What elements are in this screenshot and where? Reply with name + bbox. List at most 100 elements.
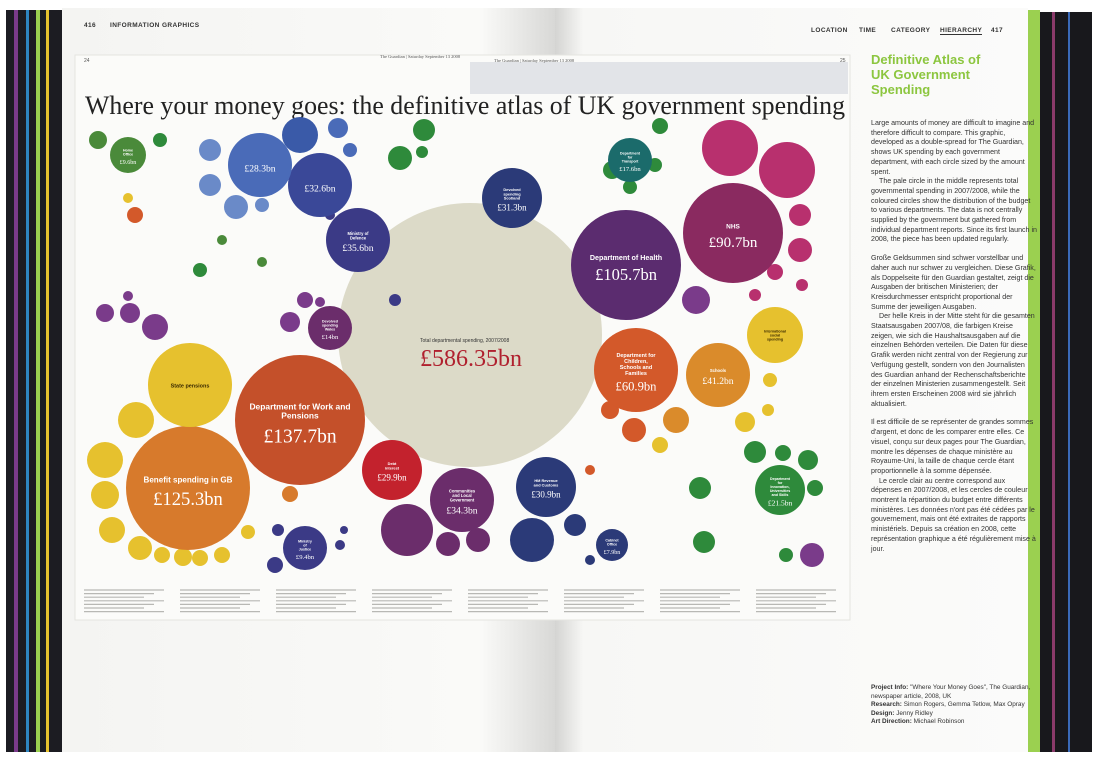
minor-circle xyxy=(800,543,824,567)
department-circle xyxy=(235,355,365,485)
minor-circle xyxy=(749,289,761,301)
minor-circle xyxy=(241,525,255,539)
total-circle xyxy=(338,203,602,467)
department-name: Devolved spending Wales xyxy=(322,319,338,331)
department-amount: £9.6bn xyxy=(120,160,137,166)
department-amount: £7.9bn xyxy=(604,550,621,556)
minor-circle xyxy=(328,118,348,138)
department-name: Communities and Local Government xyxy=(449,488,476,502)
minor-circle xyxy=(89,131,107,149)
minor-circle xyxy=(652,118,668,134)
department-circle xyxy=(482,168,542,228)
section-name: INFORMATION GRAPHICS xyxy=(110,22,200,29)
department-circle xyxy=(288,153,352,217)
minor-circle xyxy=(96,304,114,322)
minor-circle xyxy=(217,235,227,245)
department-circle xyxy=(516,457,576,517)
department-amount: £60.9bn xyxy=(616,380,658,394)
department-circle xyxy=(571,210,681,320)
minor-circle xyxy=(142,314,168,340)
department-circles: Department for Work and Pensions £137.7bn B… xyxy=(110,133,805,570)
sidebar-title: Definitive Atlas of UK Government Spendi… xyxy=(871,52,981,97)
department-amount: £32.6bn xyxy=(304,184,335,195)
credit-label: Project Info: xyxy=(871,684,909,691)
minor-circle xyxy=(282,486,298,502)
credit: Design: Jenny Ridley xyxy=(871,710,1037,719)
minor-circle xyxy=(118,402,154,438)
minor-circle xyxy=(389,294,401,306)
minor-circle xyxy=(436,532,460,556)
paragraph: Il est difficile de se représenter de gr… xyxy=(871,418,1034,475)
nav-item: LOCATION xyxy=(811,27,848,34)
minor-circle xyxy=(702,120,758,176)
department-circle xyxy=(747,307,803,363)
minor-circle xyxy=(123,193,133,203)
minor-circle xyxy=(315,297,325,307)
department-amount: £31.3bn xyxy=(497,203,527,213)
minor-circle xyxy=(663,407,689,433)
minor-circle xyxy=(682,286,710,314)
minor-circle xyxy=(763,373,777,387)
department-circle xyxy=(430,468,494,532)
department-name: Department for Work and Pensions xyxy=(249,401,350,420)
minor-circle xyxy=(585,465,595,475)
total-amount: £586.35bn xyxy=(420,346,522,372)
department-circle xyxy=(110,137,146,173)
minor-circle xyxy=(199,139,221,161)
department-amount: £29.9bn xyxy=(377,472,407,482)
department-circle xyxy=(308,306,352,350)
minor-circle xyxy=(154,547,170,563)
department-name: International social spending xyxy=(764,330,786,342)
page-number: 417 xyxy=(991,27,1004,34)
paragraph: The pale circle in the middle represents… xyxy=(871,177,1037,244)
minor-circle xyxy=(798,450,818,470)
credit: Project Info: "Where Your Money Goes", T… xyxy=(871,684,1037,701)
minor-circle xyxy=(174,548,192,566)
minor-circle xyxy=(762,404,774,416)
department-circle xyxy=(686,343,750,407)
minor-circle xyxy=(416,146,428,158)
credit-text: Jenny Ridley xyxy=(896,709,933,717)
minor-circle xyxy=(744,441,766,463)
minor-circle xyxy=(99,517,125,543)
department-circle xyxy=(683,183,783,283)
minor-circle xyxy=(788,238,812,262)
newspaper-page: 24 xyxy=(84,58,90,64)
credit-label: Art Direction: xyxy=(871,718,912,726)
credit-text: Michael Robinson xyxy=(913,718,965,726)
department-name: State pensions xyxy=(171,383,210,389)
minor-circle xyxy=(340,526,348,534)
department-circle xyxy=(326,208,390,272)
credit: Art Direction: Michael Robinson xyxy=(871,718,1037,727)
department-amount: £125.3bn xyxy=(153,489,223,510)
department-name: Department of Health xyxy=(590,254,662,262)
department-circle xyxy=(148,343,232,427)
fine-print xyxy=(84,589,836,613)
minor-circle xyxy=(623,180,637,194)
minor-circle xyxy=(153,133,167,147)
minor-circle xyxy=(413,119,435,141)
sidebar-text: Large amounts of money are difficult to … xyxy=(871,119,1037,554)
department-name: Cabinet Office xyxy=(605,539,619,547)
minor-circle xyxy=(255,198,269,212)
page-edge xyxy=(1028,10,1040,752)
minor-circle xyxy=(652,437,668,453)
minor-circle xyxy=(759,142,815,198)
department-circle xyxy=(283,526,327,570)
credit-text: Simon Rogers, Gemma Tetlow, Max Opray xyxy=(903,701,1025,709)
spread-title: Where your money goes: the definitive at… xyxy=(85,91,845,120)
minor-circle xyxy=(272,524,284,536)
department-amount: £21.5bn xyxy=(768,498,793,507)
department-name: Debt interest xyxy=(385,461,400,470)
minor-circle xyxy=(767,264,783,280)
minor-circle xyxy=(381,504,433,556)
department-amount: £28.3bn xyxy=(244,164,275,175)
minor-circle xyxy=(123,291,133,301)
newspaper-page: 25 xyxy=(840,58,846,64)
minor-circle xyxy=(564,514,586,536)
department-name: Home Office xyxy=(123,149,133,157)
department-amount: £17.6bn xyxy=(619,166,641,173)
paragraph: Large amounts of money are difficult to … xyxy=(871,119,1035,176)
minor-circle xyxy=(388,146,412,170)
